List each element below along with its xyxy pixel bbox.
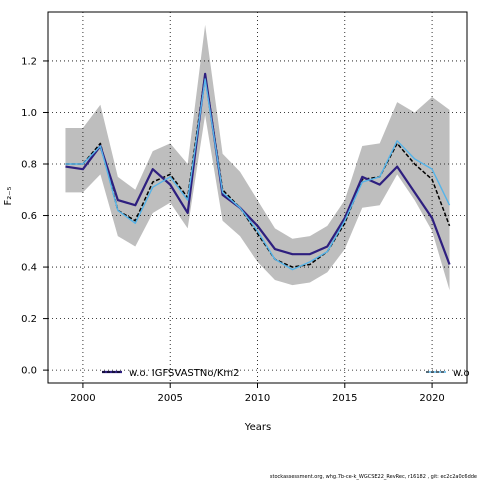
y-tick-label: 0.2: [21, 314, 37, 325]
y-tick-label: 0.6: [21, 211, 37, 222]
axes-layer: 2000 2005 2010 2015 2020 0.0 0.2 0.4 0.6 0.8 1.0 1.…: [21, 56, 445, 404]
series-line-1: [65, 72, 451, 265]
series-layer: [65, 72, 451, 271]
x-tick-label: 2015: [332, 393, 357, 404]
y-tick-label: 0.0: [21, 366, 37, 377]
x-tick-label: 2020: [419, 393, 444, 404]
y-tick-label: 1.2: [21, 56, 37, 67]
confidence-band-layer: [65, 24, 450, 291]
confidence-band: [65, 24, 450, 291]
series-line-2: [65, 78, 451, 271]
x-tick-label: 2005: [157, 393, 182, 404]
legend-label-1: w.o: [453, 368, 470, 379]
y-tick-label: 1.0: [21, 108, 37, 119]
x-axis-title: Years: [244, 422, 271, 433]
x-tick-label: 2010: [245, 393, 270, 404]
source-note: stockassessment.org, whg.7b-ce-k_WGCSE22…: [270, 474, 477, 480]
legend-label-0: w.o. IGFSVASTNo/Km2: [129, 368, 240, 379]
x-tick-label: 2000: [70, 393, 95, 404]
y-tick-label: 0.4: [21, 263, 37, 274]
legend-layer: w.o. IGFSVASTNo/Km2 w.o: [102, 368, 470, 379]
y-tick-label: 0.8: [21, 160, 37, 171]
y-axis-title: F₂₋₅: [3, 186, 14, 205]
